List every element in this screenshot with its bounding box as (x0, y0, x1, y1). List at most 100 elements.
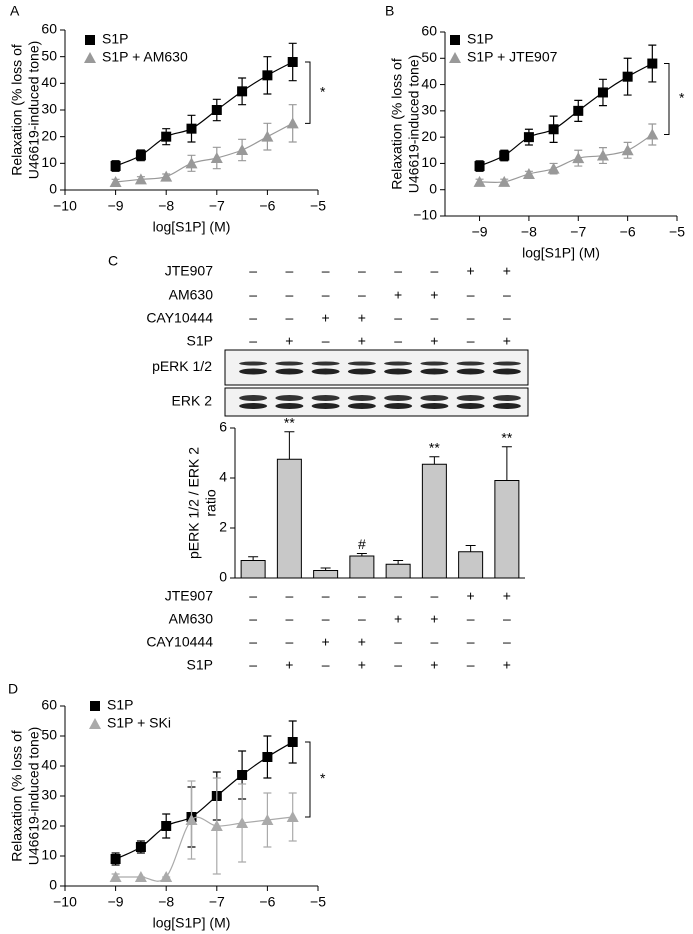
data-point (236, 817, 249, 828)
treatment-sign: – (503, 310, 511, 326)
blot-band (420, 395, 449, 401)
treatment-sign: + (285, 657, 293, 673)
treatment-sign: + (322, 310, 330, 326)
data-point (286, 117, 299, 129)
bar (276, 458, 302, 579)
blot-band (275, 361, 304, 366)
data-point (573, 105, 584, 116)
treatment-sign: – (285, 287, 293, 303)
y-axis-label: Relaxation (% loss of (9, 730, 25, 862)
data-point (597, 87, 608, 98)
y-tick-label: 30 (41, 787, 57, 803)
x-axis-label: log[S1P] (M) (153, 915, 231, 931)
blot-band (239, 368, 268, 375)
x-tick-label: −10 (53, 894, 77, 910)
blot-band (456, 361, 485, 366)
legend-marker (84, 52, 96, 63)
y-axis-label: Relaxation (% loss of (9, 44, 25, 176)
data-point (522, 167, 535, 179)
y-tick-label: 40 (421, 75, 437, 91)
data-point (135, 150, 146, 161)
blot-band (420, 361, 449, 366)
treatment-sign: – (249, 611, 257, 627)
y-tick-label: 20 (41, 817, 57, 833)
blot-band (275, 403, 304, 409)
significance: ** (284, 414, 295, 430)
data-point (186, 123, 197, 134)
bar (313, 570, 339, 579)
treatment-name: CAY10444 (146, 634, 213, 650)
y-tick-label: 6 (219, 419, 227, 435)
bar (458, 551, 484, 579)
bracket (664, 63, 670, 136)
treatment-sign: + (430, 287, 438, 303)
bracket (305, 61, 311, 124)
treatment-sign: + (430, 333, 438, 349)
blot-band (492, 403, 521, 409)
significance: * (320, 83, 326, 99)
data-point (262, 752, 273, 762)
data-point (185, 814, 198, 825)
treatment-sign: + (394, 611, 402, 627)
x-axis-label: log[S1P] (M) (522, 245, 600, 261)
blot-band (311, 368, 340, 375)
y-tick-label: 0 (429, 180, 437, 196)
x-tick-label: −8 (158, 198, 174, 214)
y-axis-label: U46619-induced tone) (406, 55, 422, 194)
treatment-sign: + (358, 634, 366, 650)
error-bar (465, 545, 476, 552)
treatment-sign: – (394, 634, 402, 650)
data-point (261, 130, 274, 142)
blot-band (384, 403, 413, 409)
panel-label: C (108, 253, 118, 269)
treatment-sign: – (249, 263, 257, 279)
data-point (135, 842, 146, 852)
treatment-sign: + (503, 657, 511, 673)
x-tick-label: −9 (108, 894, 124, 910)
x-tick-label: −6 (620, 224, 636, 240)
data-point (286, 811, 299, 822)
x-tick-label: −7 (209, 198, 225, 214)
data-point (237, 86, 248, 97)
y-axis-label: U46619-induced tone) (26, 41, 42, 180)
blot-band (311, 403, 340, 409)
blot-label: pERK 1/2 (152, 358, 212, 374)
treatment-sign: – (249, 333, 257, 349)
legend-marker (85, 35, 95, 45)
treatment-sign: + (358, 333, 366, 349)
bar (421, 463, 447, 579)
y-tick-label: 60 (41, 697, 57, 713)
treatment-sign: – (503, 287, 511, 303)
x-tick-label: −10 (53, 198, 77, 214)
data-point (110, 161, 121, 171)
treatment-sign: – (467, 333, 475, 349)
blot-band (347, 403, 376, 409)
x-tick-label: −5 (310, 198, 326, 214)
legend-label: S1P (467, 31, 493, 47)
blot-band (311, 395, 340, 401)
treatment-sign: + (285, 333, 293, 349)
y-tick-label: 60 (41, 21, 57, 37)
data-point (262, 70, 273, 81)
x-tick-label: −7 (209, 894, 225, 910)
treatment-sign: – (358, 611, 366, 627)
blot-band (239, 395, 268, 401)
y-tick-label: 0 (49, 181, 57, 197)
blot-band (456, 395, 485, 401)
data-point (109, 176, 122, 187)
treatment-sign: – (358, 287, 366, 303)
treatment-sign: – (322, 611, 330, 627)
blot-band (384, 361, 413, 366)
data-point (134, 871, 147, 882)
significance: ** (429, 439, 440, 455)
x-tick-label: −5 (669, 224, 685, 240)
data-point (647, 58, 658, 69)
y-tick-label: −10 (413, 207, 437, 223)
bar (240, 560, 266, 579)
blot-band (347, 361, 376, 366)
bar (385, 563, 411, 579)
data-point (185, 157, 198, 169)
treatment-name: AM630 (169, 611, 214, 627)
treatment-sign: – (467, 611, 475, 627)
x-tick-label: −8 (158, 894, 174, 910)
